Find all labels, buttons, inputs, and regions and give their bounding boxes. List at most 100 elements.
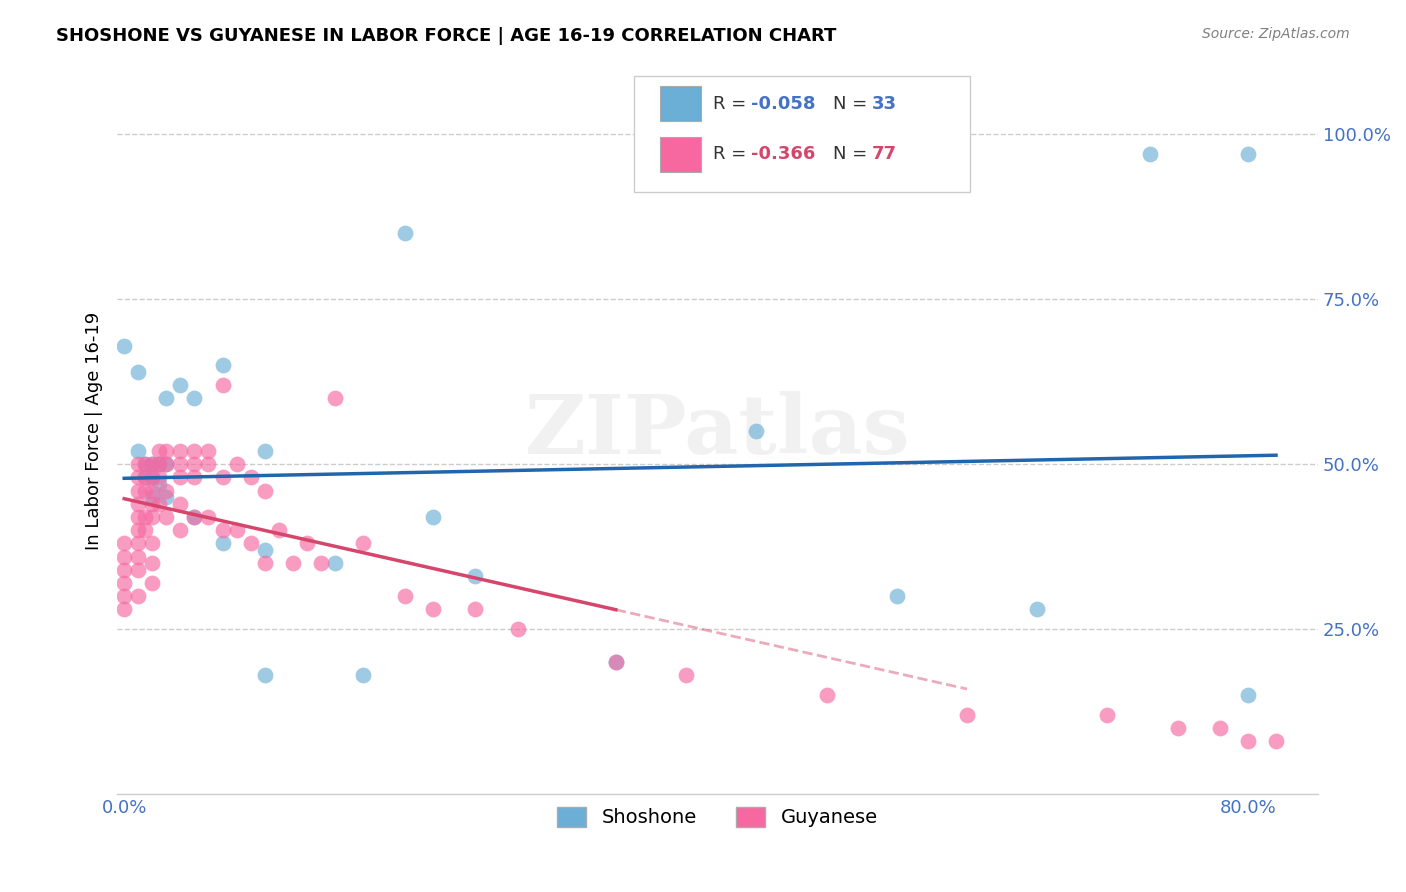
Text: 77: 77: [872, 145, 897, 163]
Point: [112, 602, 135, 616]
Point: [1237, 147, 1260, 161]
Point: [253, 668, 276, 682]
Point: [134, 457, 156, 471]
Point: [134, 457, 156, 471]
Point: [112, 589, 135, 603]
Point: [148, 444, 170, 458]
Y-axis label: In Labor Force | Age 16-19: In Labor Force | Age 16-19: [86, 312, 103, 550]
Point: [155, 457, 177, 471]
Point: [183, 510, 205, 524]
Point: [1139, 147, 1161, 161]
Text: -0.058: -0.058: [751, 95, 815, 112]
Text: R =: R =: [713, 145, 752, 163]
Text: N =: N =: [832, 95, 873, 112]
Point: [141, 556, 163, 570]
Point: [134, 470, 156, 484]
Point: [1209, 721, 1232, 735]
Point: [464, 602, 486, 616]
Point: [127, 563, 149, 577]
Point: [281, 556, 304, 570]
Point: [815, 688, 838, 702]
Point: [148, 457, 170, 471]
Point: [169, 378, 191, 392]
Point: [141, 457, 163, 471]
Point: [183, 392, 205, 406]
Text: 33: 33: [872, 95, 897, 112]
FancyBboxPatch shape: [659, 137, 700, 172]
Point: [141, 483, 163, 498]
Point: [267, 523, 290, 537]
Point: [211, 378, 233, 392]
Point: [155, 392, 177, 406]
Text: ZIPatlas: ZIPatlas: [524, 392, 911, 471]
Point: [169, 444, 191, 458]
Point: [141, 536, 163, 550]
Point: [155, 444, 177, 458]
Point: [169, 497, 191, 511]
Point: [253, 444, 276, 458]
Point: [745, 424, 768, 438]
Legend: Shoshone, Guyanese: Shoshone, Guyanese: [550, 799, 886, 835]
Point: [155, 490, 177, 504]
Point: [112, 563, 135, 577]
Point: [1265, 734, 1288, 748]
Point: [141, 470, 163, 484]
Point: [225, 457, 247, 471]
Point: [155, 510, 177, 524]
Point: [605, 655, 627, 669]
Point: [127, 497, 149, 511]
Point: [127, 470, 149, 484]
Point: [148, 477, 170, 491]
Point: [148, 497, 170, 511]
Point: [141, 490, 163, 504]
Point: [155, 457, 177, 471]
Text: N =: N =: [832, 145, 873, 163]
Point: [211, 536, 233, 550]
Point: [886, 589, 908, 603]
FancyBboxPatch shape: [634, 76, 970, 192]
Point: [1097, 707, 1119, 722]
Point: [141, 457, 163, 471]
Point: [127, 523, 149, 537]
Point: [422, 510, 444, 524]
Point: [141, 497, 163, 511]
Point: [352, 536, 374, 550]
Point: [141, 576, 163, 591]
Point: [183, 457, 205, 471]
Point: [197, 510, 219, 524]
Point: [134, 483, 156, 498]
Point: [169, 457, 191, 471]
Text: SHOSHONE VS GUYANESE IN LABOR FORCE | AGE 16-19 CORRELATION CHART: SHOSHONE VS GUYANESE IN LABOR FORCE | AG…: [56, 27, 837, 45]
Point: [675, 668, 697, 682]
Point: [197, 457, 219, 471]
Point: [295, 536, 318, 550]
Point: [309, 556, 332, 570]
Point: [127, 457, 149, 471]
Point: [155, 483, 177, 498]
Point: [148, 457, 170, 471]
Point: [127, 483, 149, 498]
Point: [506, 622, 529, 636]
Point: [253, 483, 276, 498]
Point: [211, 470, 233, 484]
Point: [127, 444, 149, 458]
Point: [134, 523, 156, 537]
Point: [127, 365, 149, 379]
Point: [1167, 721, 1189, 735]
Point: [1237, 734, 1260, 748]
Point: [352, 668, 374, 682]
Point: [141, 470, 163, 484]
FancyBboxPatch shape: [659, 87, 700, 121]
Point: [323, 392, 346, 406]
Point: [127, 549, 149, 564]
Point: [211, 523, 233, 537]
Point: [1237, 688, 1260, 702]
Point: [239, 536, 262, 550]
Point: [464, 569, 486, 583]
Point: [134, 470, 156, 484]
Point: [183, 444, 205, 458]
Point: [253, 556, 276, 570]
Text: Source: ZipAtlas.com: Source: ZipAtlas.com: [1202, 27, 1350, 41]
Point: [253, 543, 276, 558]
Point: [127, 510, 149, 524]
